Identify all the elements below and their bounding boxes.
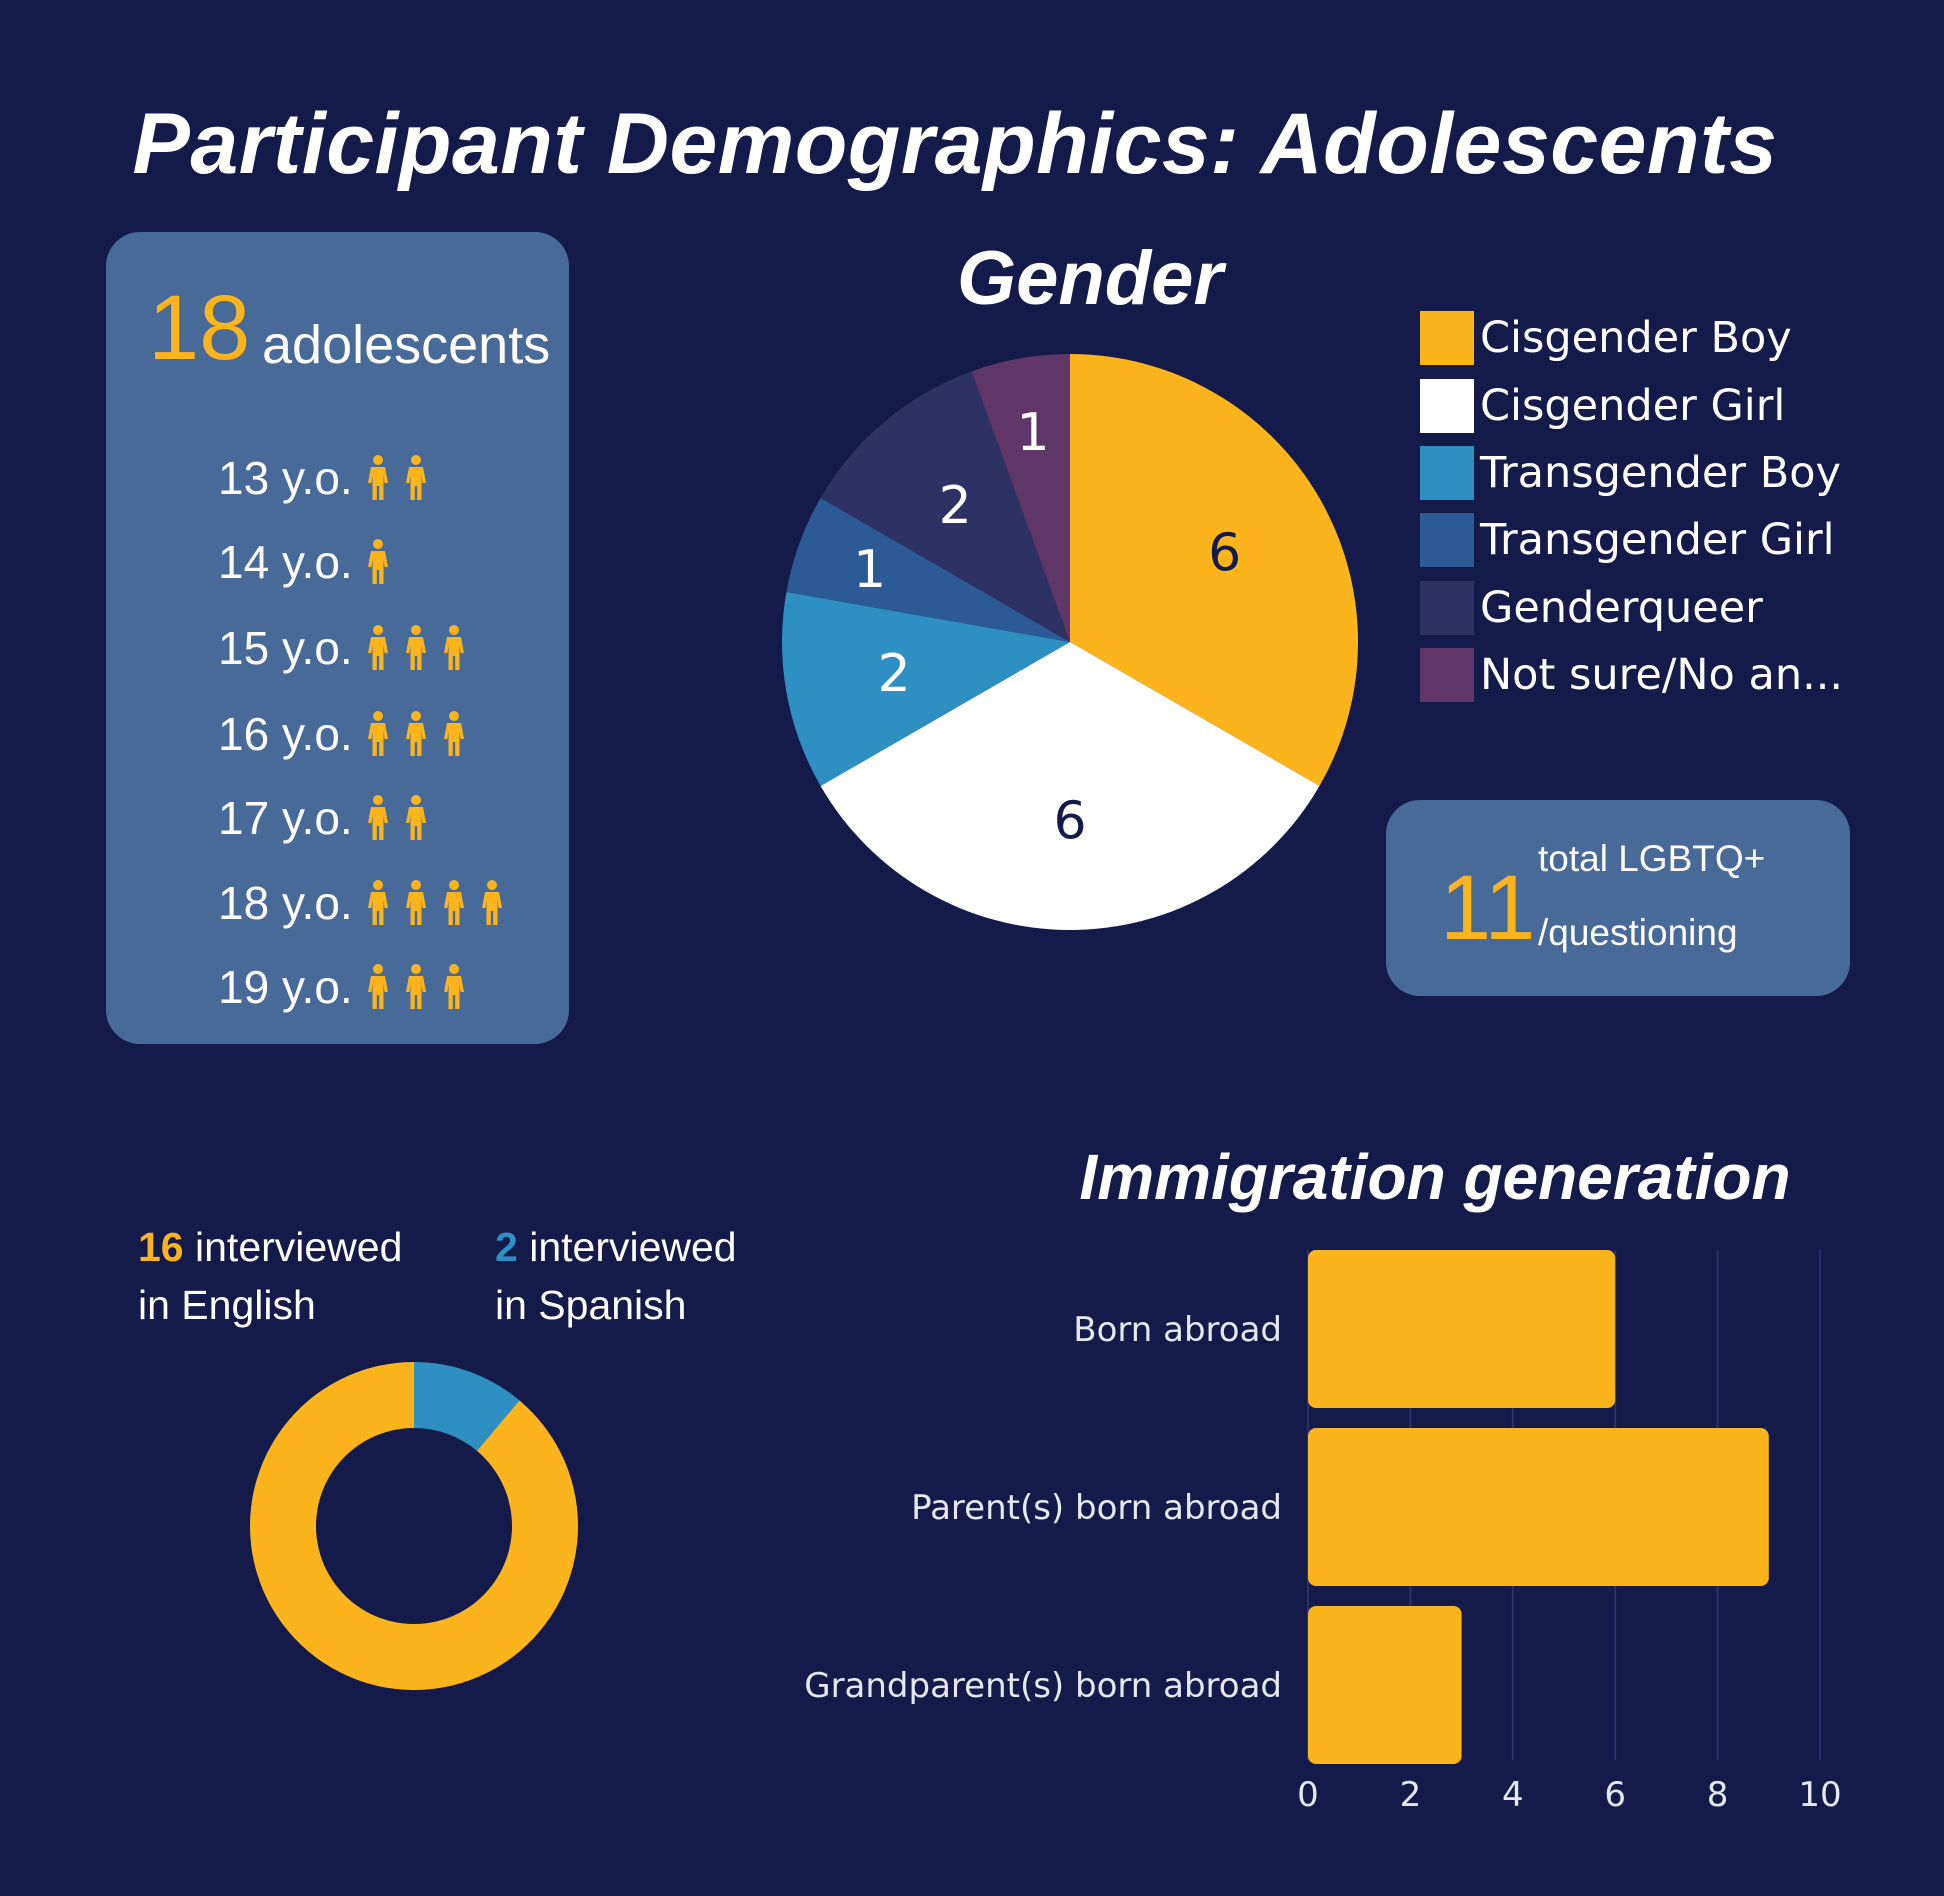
donut-segment bbox=[250, 1362, 578, 1690]
age-label: 16 y.o. bbox=[218, 708, 353, 760]
age-label: 14 y.o. bbox=[218, 536, 353, 588]
legend-swatch bbox=[1420, 648, 1474, 702]
category-label: Born abroad bbox=[1073, 1310, 1282, 1350]
person-icon bbox=[367, 625, 388, 670]
legend-swatch bbox=[1420, 446, 1474, 500]
legend-item: Cisgender Boy bbox=[1420, 310, 1792, 366]
person-icon bbox=[443, 880, 464, 925]
person-icon bbox=[443, 625, 464, 670]
legend-label: Cisgender Girl bbox=[1480, 381, 1786, 431]
bar bbox=[1308, 1250, 1616, 1408]
pie-slice-label: 6 bbox=[1053, 792, 1086, 852]
english-interview-text: 16 interviewed in English bbox=[138, 1218, 402, 1334]
legend-item: Not sure/No an... bbox=[1420, 647, 1843, 703]
person-icon bbox=[367, 539, 388, 584]
x-tick-label: 10 bbox=[1798, 1775, 1841, 1815]
x-tick-label: 8 bbox=[1707, 1775, 1729, 1815]
page-title: Participant Demographics: Adolescents bbox=[132, 96, 1778, 192]
immigration-chart-title: Immigration generation bbox=[1079, 1141, 1791, 1213]
person-icon bbox=[367, 964, 388, 1009]
english-count: 16 bbox=[138, 1224, 184, 1270]
legend-label: Transgender Boy bbox=[1480, 448, 1841, 498]
person-icon bbox=[481, 880, 502, 925]
person-icon bbox=[405, 711, 426, 756]
bar bbox=[1308, 1606, 1462, 1764]
person-icon bbox=[367, 711, 388, 756]
age-row: 17 y.o. bbox=[218, 788, 435, 848]
legend-label: Not sure/No an... bbox=[1480, 650, 1844, 700]
pie-slice-label: 2 bbox=[939, 476, 972, 536]
legend-item: Transgender Boy bbox=[1420, 445, 1841, 501]
person-icon bbox=[443, 711, 464, 756]
pie-slice-label: 6 bbox=[1208, 524, 1241, 584]
lgbtq-panel bbox=[1386, 800, 1850, 996]
lgbtq-number: 11 bbox=[1440, 857, 1536, 959]
person-icon bbox=[405, 455, 426, 500]
spanish-count: 2 bbox=[495, 1224, 518, 1270]
pie-slice bbox=[1070, 354, 1358, 786]
language-donut-chart bbox=[250, 1362, 578, 1690]
legend-swatch bbox=[1420, 311, 1474, 365]
category-label: Parent(s) born abroad bbox=[911, 1488, 1282, 1528]
age-label: 13 y.o. bbox=[218, 452, 353, 504]
age-label: 17 y.o. bbox=[218, 792, 353, 844]
legend-item: Transgender Girl bbox=[1420, 512, 1835, 568]
bar bbox=[1308, 1428, 1769, 1586]
x-tick-label: 2 bbox=[1400, 1775, 1422, 1815]
total-adolescents-number: 18 bbox=[148, 277, 251, 379]
age-row: 18 y.o. bbox=[218, 873, 511, 933]
pie-slice-label: 2 bbox=[878, 644, 911, 704]
age-row: 16 y.o. bbox=[218, 704, 473, 764]
age-label: 15 y.o. bbox=[218, 622, 353, 674]
lgbtq-label-line2: /questioning bbox=[1538, 912, 1738, 953]
x-tick-label: 6 bbox=[1604, 1775, 1626, 1815]
x-tick-label: 0 bbox=[1297, 1775, 1319, 1815]
donut-segment bbox=[414, 1362, 520, 1451]
person-icon bbox=[405, 795, 426, 840]
pie-slice bbox=[971, 354, 1070, 642]
age-row: 15 y.o. bbox=[218, 618, 473, 678]
legend-label: Genderqueer bbox=[1480, 583, 1763, 633]
age-row: 13 y.o. bbox=[218, 448, 435, 508]
age-label: 19 y.o. bbox=[218, 961, 353, 1013]
person-icon bbox=[405, 625, 426, 670]
lgbtq-label-line1: total LGBTQ+ bbox=[1538, 838, 1766, 879]
legend-swatch bbox=[1420, 379, 1474, 433]
age-row: 14 y.o. bbox=[218, 532, 397, 592]
spanish-text1: interviewed bbox=[529, 1224, 737, 1270]
person-icon bbox=[367, 795, 388, 840]
spanish-text2: in Spanish bbox=[495, 1282, 687, 1328]
person-icon bbox=[405, 880, 426, 925]
gender-chart-title: Gender bbox=[956, 236, 1224, 321]
english-text1: interviewed bbox=[195, 1224, 403, 1270]
english-text2: in English bbox=[138, 1282, 316, 1328]
pie-slice bbox=[786, 498, 1070, 642]
pie-slice bbox=[820, 642, 1320, 930]
legend-label: Transgender Girl bbox=[1480, 515, 1835, 565]
person-icon bbox=[367, 880, 388, 925]
total-adolescents-label: adolescents bbox=[262, 315, 551, 375]
person-icon bbox=[405, 964, 426, 1009]
pie-slice-label: 1 bbox=[853, 540, 886, 600]
category-label: Grandparent(s) born abroad bbox=[804, 1666, 1282, 1706]
pie-slice bbox=[820, 371, 1070, 642]
person-icon bbox=[367, 455, 388, 500]
pie-slice-label: 1 bbox=[1016, 403, 1049, 463]
person-icon bbox=[443, 964, 464, 1009]
spanish-interview-text: 2 interviewed in Spanish bbox=[495, 1218, 737, 1334]
legend-swatch bbox=[1420, 513, 1474, 567]
legend-swatch bbox=[1420, 581, 1474, 635]
age-row: 19 y.o. bbox=[218, 957, 473, 1017]
pie-slice bbox=[782, 591, 1070, 786]
legend-item: Genderqueer bbox=[1420, 580, 1763, 636]
legend-item: Cisgender Girl bbox=[1420, 378, 1785, 434]
immigration-bar-chart: 0 2 4 6 8 10 Born abroad Parent(s) born abroad G… bbox=[804, 1250, 1842, 1815]
x-tick-label: 4 bbox=[1502, 1775, 1524, 1815]
legend-label: Cisgender Boy bbox=[1480, 313, 1792, 363]
age-label: 18 y.o. bbox=[218, 877, 353, 929]
